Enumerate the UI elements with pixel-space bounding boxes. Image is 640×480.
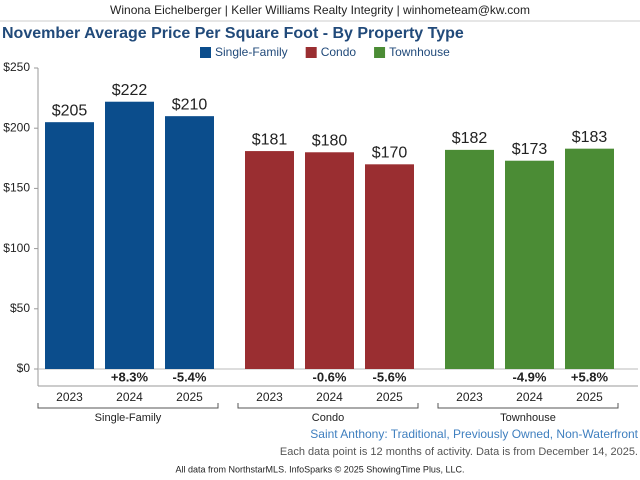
legend-label: Townhouse: [389, 45, 450, 59]
data-note: Each data point is 12 months of activity…: [280, 446, 638, 458]
bar: [105, 101, 154, 369]
bar: [305, 152, 354, 369]
group-label: Single-Family: [95, 412, 162, 424]
value-label: $210: [172, 96, 208, 113]
x-tick-label: 2024: [516, 390, 543, 404]
credit: All data from NorthstarMLS. InfoSparks ©…: [176, 464, 465, 474]
legend-label: Single-Family: [215, 45, 288, 59]
group-label: Townhouse: [500, 412, 556, 424]
change-label: -5.4%: [173, 369, 207, 384]
area-note: Saint Anthony: Traditional, Previously O…: [310, 427, 638, 441]
value-label: $181: [252, 131, 288, 148]
x-tick-label: 2025: [176, 390, 203, 404]
change-label: +8.3%: [111, 369, 149, 384]
y-tick-label: $100: [3, 241, 30, 255]
group-bracket: [237, 403, 419, 409]
header: Winona Eichelberger | Keller Williams Re…: [110, 3, 530, 17]
y-tick-label: $50: [10, 301, 30, 315]
x-tick-label: 2023: [256, 390, 283, 404]
x-tick-label: 2025: [376, 390, 403, 404]
bar: [365, 164, 414, 369]
bar: [45, 122, 94, 370]
change-label: -0.6%: [313, 369, 347, 384]
x-tick-label: 2025: [576, 390, 603, 404]
x-tick-label: 2023: [456, 390, 483, 404]
bar: [565, 148, 614, 369]
group-bracket: [437, 403, 619, 409]
bar: [445, 149, 494, 369]
group-bracket: [37, 403, 219, 409]
value-label: $222: [112, 82, 148, 99]
y-tick-label: $0: [17, 361, 31, 375]
value-label: $173: [512, 141, 548, 158]
y-tick-label: $200: [3, 120, 30, 134]
legend-label: Condo: [321, 45, 357, 59]
x-tick-label: 2024: [116, 390, 143, 404]
bar: [245, 151, 294, 369]
change-label: +5.8%: [571, 369, 609, 384]
change-label: -5.6%: [373, 369, 407, 384]
legend-swatch: [200, 47, 211, 58]
bar: [505, 160, 554, 369]
value-label: $205: [52, 102, 88, 119]
group-label: Condo: [312, 412, 344, 424]
bar: [165, 116, 214, 369]
x-tick-label: 2024: [316, 390, 343, 404]
legend-swatch: [374, 47, 386, 58]
change-label: -4.9%: [513, 369, 547, 384]
y-tick-label: $250: [3, 60, 30, 74]
value-label: $183: [572, 129, 608, 146]
value-label: $170: [372, 145, 408, 162]
value-label: $182: [452, 130, 488, 147]
value-label: $180: [312, 132, 348, 149]
x-tick-label: 2023: [56, 390, 83, 404]
legend-swatch: [305, 47, 317, 58]
y-tick-label: $150: [3, 181, 30, 195]
chart-title: November Average Price Per Square Foot -…: [2, 25, 464, 42]
